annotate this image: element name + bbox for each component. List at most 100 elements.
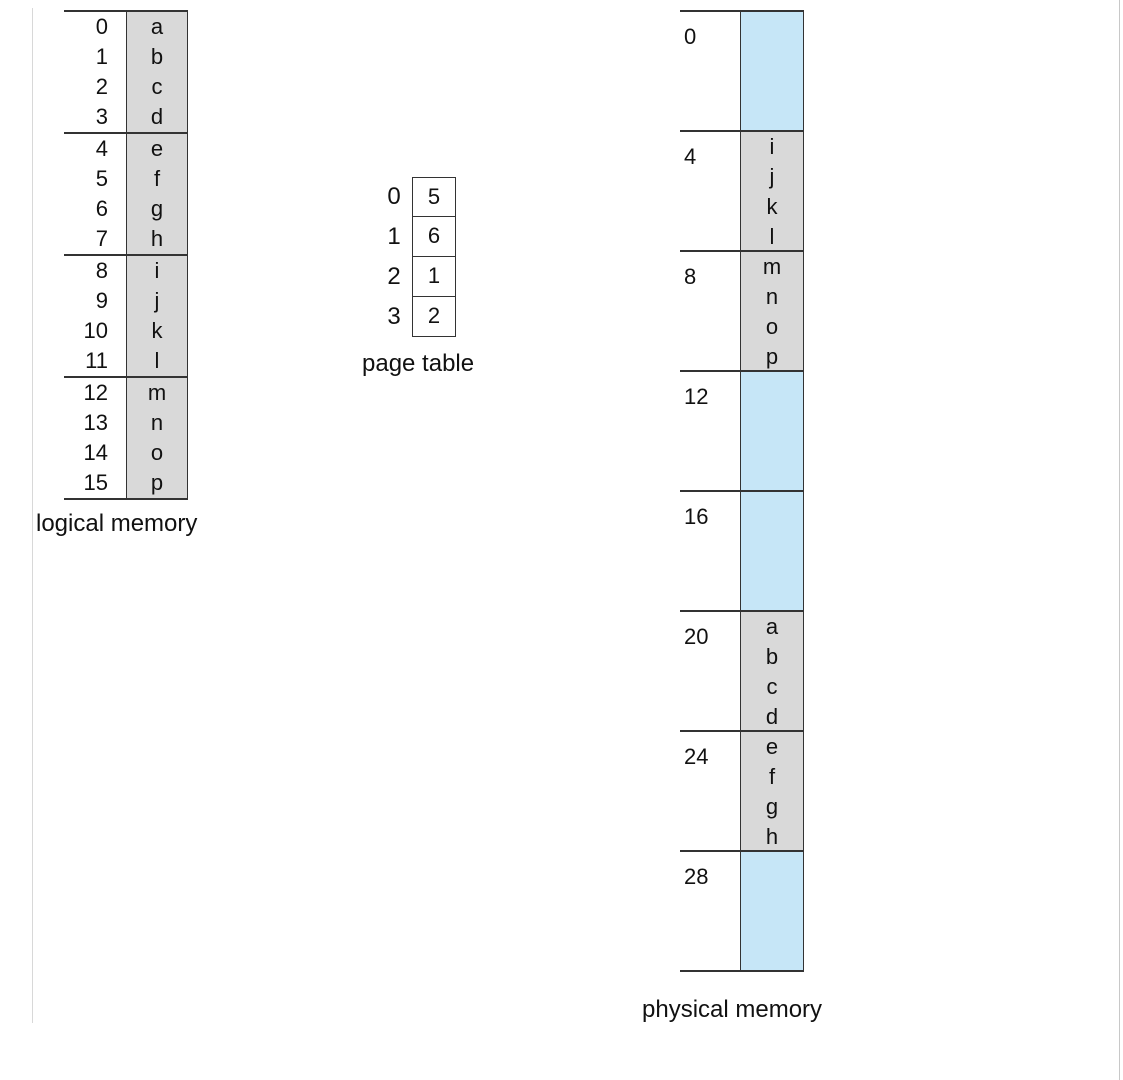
logical-memory-caption: logical memory [36,510,198,537]
physical-address-label: 24 [684,744,709,769]
frame-cell-free [740,492,804,610]
physical-frame: 12 [680,370,804,490]
logical-address-label: 0 [95,14,108,39]
logical-address-label: 9 [95,288,108,313]
logical-memory-row: 15 p [64,468,188,498]
frame-cell-free [740,12,804,130]
frame-cell-free [740,852,804,970]
physical-address-label: 4 [684,144,697,169]
logical-address-label: 10 [83,318,108,343]
logical-memory: 0 a 1 b 2 c 3 d 4 e 5 f 6 g 7 h 8 i 9 j 10 k 11 l 12 m 13 n 14 o 15 p [64,10,188,500]
logical-memory-bottom-line [64,498,188,500]
frame-content-letter: l [769,224,775,249]
physical-memory-bottom-line [680,970,804,972]
physical-memory-frames: 0 4 i j k l 8 m n o p 12 16 20 a b c d 24 e f g h 28 [680,10,804,970]
frame-number-cell: 6 [412,217,456,257]
logical-memory-cell: e [126,134,188,164]
logical-memory-cell: j [126,286,188,316]
logical-address-label: 12 [83,380,108,405]
frame-number-cell: 2 [412,297,456,337]
frame-content-letter: n [765,284,779,309]
logical-memory-cell: d [126,102,188,132]
logical-address-label: 14 [83,440,108,465]
frame-content-letter: f [768,764,776,789]
frame-content-letter: p [765,344,779,369]
physical-memory: 0 4 i j k l 8 m n o p 12 16 20 a b c d 24 e f g h 28 [680,10,804,972]
logical-memory-cell: f [126,164,188,194]
physical-memory-caption: physical memory [642,996,823,1023]
frame-content-letter: g [765,794,779,819]
logical-memory-row: 10 k [64,316,188,346]
frame-content-letter: k [766,194,778,219]
logical-memory-cell: a [126,12,188,42]
frame-content-letter: m [762,254,782,279]
right-border-line [1119,0,1120,1080]
page-number-label: 0 [387,183,401,210]
logical-memory-row: 11 l [64,346,188,376]
logical-address-label: 7 [95,226,108,251]
frame-number-cell: 5 [412,177,456,217]
logical-memory-cell: n [126,408,188,438]
frame-content-letter: h [765,824,779,849]
logical-address-label: 8 [95,258,108,283]
frame-content-letter: d [765,704,779,729]
logical-memory-cell: m [126,378,188,408]
frame-cell-free [740,372,804,490]
logical-address-label: 3 [95,104,108,129]
logical-memory-rows: 0 a 1 b 2 c 3 d 4 e 5 f 6 g 7 h 8 i 9 j 10 k 11 l 12 m 13 n 14 o 15 p [64,10,188,498]
frame-content-letter: j [769,164,775,189]
logical-memory-cell: h [126,224,188,254]
logical-address-label: 4 [95,136,108,161]
logical-address-label: 15 [83,470,108,495]
logical-memory-cell: b [126,42,188,72]
physical-address-label: 8 [684,264,697,289]
logical-memory-row: 12 m [64,376,188,408]
logical-address-label: 1 [95,44,108,69]
frame-content-letter: a [765,614,779,639]
logical-address-label: 5 [95,166,108,191]
page-table-caption: page table [362,350,475,377]
physical-address-label: 12 [684,384,709,409]
physical-frame: 28 [680,850,804,970]
logical-memory-cell: o [126,438,188,468]
physical-frame: 24 e f g h [680,730,804,850]
logical-memory-cell: i [126,256,188,286]
frame-content-letter: b [765,644,779,669]
frame-number-cell: 1 [412,257,456,297]
physical-address-label: 28 [684,864,709,889]
physical-address-label: 16 [684,504,709,529]
logical-memory-cell: l [126,346,188,376]
frame-content-letter: o [765,314,779,339]
logical-memory-cell: g [126,194,188,224]
logical-address-label: 11 [85,348,108,373]
physical-frame: 0 [680,10,804,130]
logical-address-label: 2 [95,74,108,99]
logical-memory-cell: c [126,72,188,102]
left-border-line [32,8,33,1023]
logical-memory-row: 14 o [64,438,188,468]
frame-content-letter: c [766,674,778,699]
physical-frame: 16 [680,490,804,610]
logical-memory-cell: p [126,468,188,498]
logical-address-label: 6 [95,196,108,221]
page-number-label: 3 [387,303,401,330]
frame-content-letter: i [769,134,775,159]
physical-address-label: 20 [684,624,709,649]
page-number-label: 2 [387,263,401,290]
logical-address-label: 13 [83,410,108,435]
physical-address-label: 0 [684,24,697,49]
